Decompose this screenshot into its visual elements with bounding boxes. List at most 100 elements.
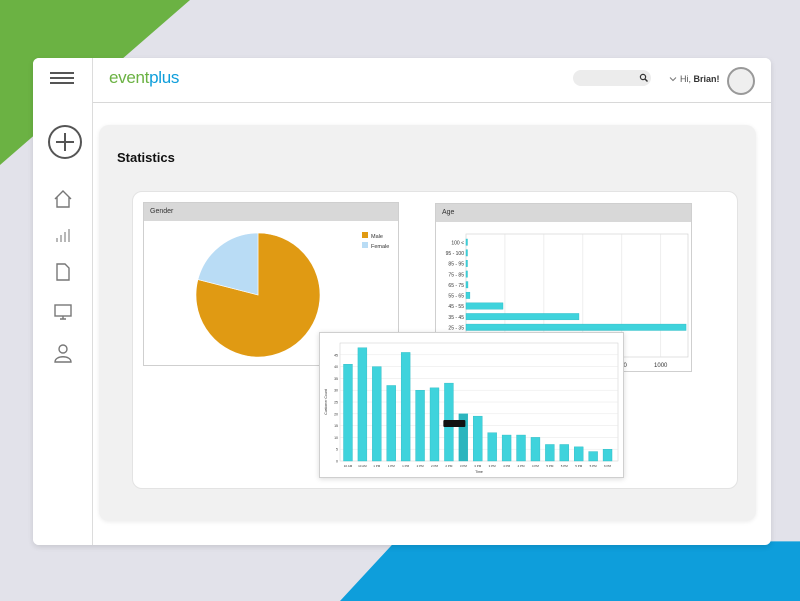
- time-bar: [574, 446, 584, 462]
- age-y-tick-label: 95 - 100: [446, 251, 465, 257]
- age-y-tick-label: 55 - 65: [448, 294, 464, 300]
- app-window: eventplus Hi, Brian! Statistics Gender M…: [33, 58, 771, 545]
- top-bar: eventplus Hi, Brian!: [93, 58, 771, 103]
- time-x-tick-label: 4 PM: [518, 464, 526, 468]
- time-x-tick-label: 1 PM: [402, 464, 410, 468]
- time-x-tick-label: 3 PM: [460, 464, 468, 468]
- time-chart-panel: 0 5 10 15 20 25 30 35 40 45 10 AM 10 AM 1 PM 1 PM 1 PM…: [319, 332, 624, 478]
- document-icon[interactable]: [52, 261, 74, 283]
- time-x-tick-label: 1 PM: [373, 464, 381, 468]
- chevron-down-icon[interactable]: [669, 75, 677, 83]
- greeting-prefix: Hi,: [680, 74, 694, 84]
- time-x-axis-label: Time: [475, 470, 483, 474]
- age-bar: [465, 323, 687, 331]
- time-x-tick-label: 2 PM: [431, 464, 439, 468]
- time-y-tick-label: 20: [334, 412, 338, 416]
- time-bar: [343, 364, 353, 462]
- age-y-tick-label: 35 - 45: [448, 315, 464, 321]
- time-x-tick-label: 6 PM: [604, 464, 612, 468]
- time-x-tick-label: 2 PM: [417, 464, 425, 468]
- avatar[interactable]: [727, 67, 755, 95]
- time-y-tick-label: 40: [334, 365, 338, 369]
- logo-text-plus: plus: [149, 68, 180, 87]
- logo-text-event: event: [109, 68, 150, 87]
- age-bar: [465, 313, 580, 321]
- time-bar: [429, 387, 440, 462]
- age-chart-title: Age: [436, 204, 691, 222]
- legend-swatch-female: [362, 242, 368, 248]
- time-bar: [501, 434, 512, 462]
- age-y-tick-label: 75 - 85: [448, 272, 464, 278]
- time-bar: [602, 448, 613, 462]
- time-x-tick-label: 3 PM: [489, 464, 497, 468]
- page-title: Statistics: [117, 150, 175, 165]
- hover-tooltip: [443, 420, 466, 427]
- legend-label-male: Male: [371, 234, 383, 240]
- add-button[interactable]: [48, 125, 82, 159]
- time-y-tick-label: 25: [334, 401, 338, 405]
- age-y-tick-label: 85 - 95: [448, 262, 464, 268]
- hamburger-icon[interactable]: [50, 72, 74, 84]
- age-bar: [465, 260, 468, 267]
- age-bar: [465, 291, 471, 299]
- time-x-tick-label: 5 PM: [575, 464, 583, 468]
- time-bar: [516, 434, 526, 462]
- time-x-tick-label: 5 PM: [590, 464, 598, 468]
- time-x-tick-label: 3 PM: [474, 464, 482, 468]
- time-y-tick-label: 5: [336, 448, 338, 452]
- pie-slice-female: [197, 232, 259, 296]
- gender-chart-title: Gender: [144, 203, 398, 221]
- time-bar-chart: 0 5 10 15 20 25 30 35 40 45 10 AM 10 AM 1 PM 1 PM 1 PM…: [324, 342, 619, 474]
- user-icon[interactable]: [52, 342, 74, 364]
- age-y-tick-label: 65 - 75: [448, 283, 464, 289]
- time-y-tick-label: 15: [334, 424, 338, 428]
- legend-swatch-male: [362, 232, 368, 238]
- time-y-axis-label: Customer Count: [324, 389, 328, 415]
- age-bar: [465, 270, 468, 278]
- time-bar: [545, 444, 555, 462]
- eventplus-logo[interactable]: eventplus: [109, 68, 179, 88]
- age-bar: [465, 249, 468, 257]
- user-name: Brian!: [693, 74, 720, 84]
- time-x-tick-label: 10 AM: [344, 464, 353, 468]
- time-bar: [530, 437, 541, 462]
- bar-chart-icon[interactable]: [52, 224, 74, 246]
- time-x-tick-label: 4 PM: [503, 464, 511, 468]
- sidebar: [33, 58, 93, 545]
- age-x-tick-label: 1000: [654, 363, 668, 369]
- search-input[interactable]: [573, 70, 651, 86]
- age-y-tick-label: 100 <: [451, 240, 464, 246]
- time-bar: [458, 413, 469, 462]
- time-bar: [473, 415, 483, 462]
- user-greeting[interactable]: Hi, Brian!: [680, 74, 720, 84]
- time-bar: [386, 385, 396, 462]
- time-x-tick-label: 1 PM: [388, 464, 396, 468]
- time-y-tick-label: 10: [334, 436, 338, 440]
- time-x-tick-label: 5 PM: [561, 464, 569, 468]
- age-y-tick-label: 45 - 55: [448, 304, 464, 310]
- time-y-tick-label: 35: [334, 377, 338, 381]
- time-bar: [400, 352, 411, 462]
- home-icon[interactable]: [52, 188, 74, 210]
- age-bar: [465, 302, 504, 310]
- search-icon[interactable]: [639, 73, 649, 83]
- time-x-tick-label: 10 AM: [358, 464, 367, 468]
- time-bar: [357, 347, 368, 462]
- time-bar: [415, 390, 425, 462]
- time-x-tick-label: 5 PM: [546, 464, 554, 468]
- time-bar: [559, 444, 569, 462]
- time-bar: [487, 432, 497, 462]
- time-bar: [588, 451, 598, 462]
- age-y-tick-label: 25 - 35: [448, 325, 464, 331]
- legend-label-female: Female: [371, 244, 389, 250]
- time-y-tick-label: 30: [334, 389, 338, 393]
- age-bar: [465, 238, 468, 246]
- age-bar: [465, 281, 469, 289]
- gender-pie-chart: Male Female: [195, 232, 389, 358]
- monitor-icon[interactable]: [52, 301, 74, 323]
- time-bar: [372, 366, 382, 462]
- time-y-tick-label: 0: [336, 460, 338, 464]
- time-x-tick-label: 4 PM: [532, 464, 540, 468]
- time-y-tick-label: 45: [334, 353, 338, 357]
